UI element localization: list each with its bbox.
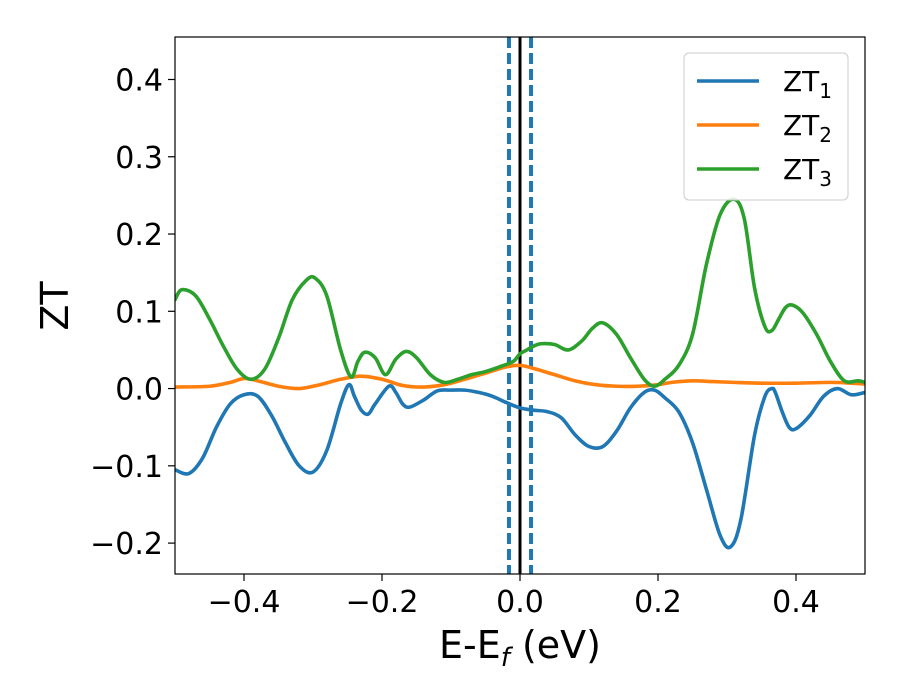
y-tick-label: −0.2 — [90, 527, 163, 562]
y-tick-label: 0.3 — [115, 141, 163, 176]
y-tick-label: 0.0 — [115, 373, 163, 408]
y-tick-label: 0.2 — [115, 218, 163, 253]
x-axis-title: E-Ef (eV) — [439, 623, 601, 673]
x-axis: −0.4 −0.2 0.0 0.2 0.4 — [208, 574, 820, 620]
y-tick-label: 0.1 — [115, 295, 163, 330]
x-tick-label: −0.4 — [208, 585, 281, 620]
x-axis-title-unit: (eV) — [510, 623, 601, 667]
series-lines — [175, 197, 865, 550]
reference-lines — [506, 37, 534, 574]
series-line-zt1 — [175, 382, 865, 550]
series-line-zt2 — [175, 363, 865, 391]
y-tick-label: −0.1 — [90, 450, 163, 485]
y-axis: −0.2 −0.1 0.0 0.1 0.2 0.3 0.4 — [90, 63, 175, 562]
y-axis-title: ZT — [33, 281, 77, 331]
legend-frame — [683, 52, 849, 201]
legend-label-zt2: ZT2 — [783, 109, 832, 147]
x-tick-label: 0.4 — [772, 585, 820, 620]
x-tick-label: 0.2 — [634, 585, 682, 620]
x-tick-label: −0.2 — [346, 585, 419, 620]
legend-label-zt3: ZT3 — [783, 153, 832, 191]
legend: ZT1 ZT2 ZT3 — [683, 52, 849, 201]
y-tick-label: 0.4 — [115, 63, 163, 98]
series-line-zt3 — [175, 197, 865, 389]
x-tick-label: 0.0 — [496, 585, 544, 620]
legend-label-zt1: ZT1 — [783, 65, 832, 103]
